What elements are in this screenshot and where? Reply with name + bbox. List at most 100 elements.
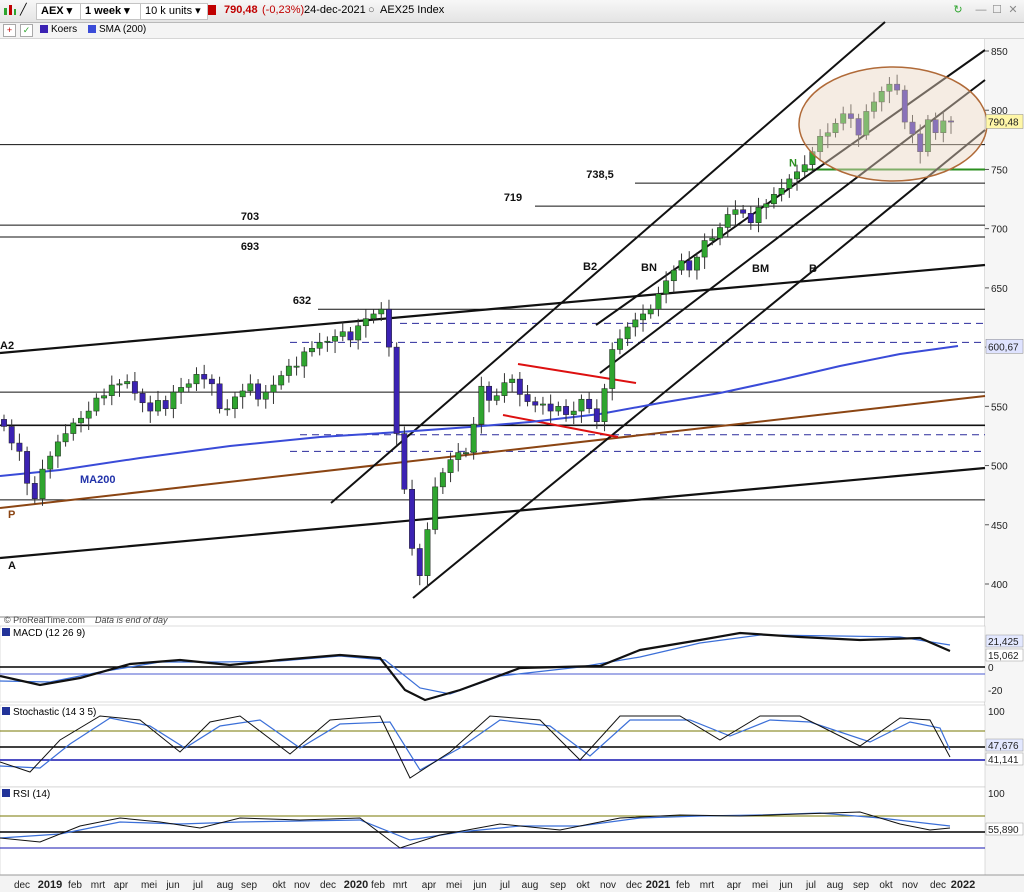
stochastic-panel-main-line [0,715,951,779]
candle-up [85,410,92,419]
stochastic-panel-signal-line [0,717,951,771]
candle-up [247,383,254,392]
candle-up [178,387,185,393]
candle-up [709,237,716,241]
y-tick-label: 850 [991,47,1008,58]
refresh-icon[interactable]: ↻ [953,4,963,16]
rsi-panel-bg [0,786,986,876]
candle-up [832,123,839,133]
rsi-tick-100: 100 [988,789,1005,800]
macd-value-2: 15,062 [988,651,1019,662]
x-tick-label: dec [626,880,642,891]
y-tick-label: 650 [991,284,1008,295]
neckline-label: N [789,157,797,169]
x-tick-label: mei [446,880,462,891]
candle-down [524,394,531,402]
candle-down [216,383,223,409]
candle-up [262,391,269,400]
copyright-text: © ProRealTime.com [4,615,85,625]
candle-up [824,132,831,137]
candle-up [324,340,331,343]
last-price-tag-bg [985,114,1024,129]
chart-type-icon[interactable] [3,3,17,18]
candle-up [732,209,739,215]
indicator-settings-icon[interactable]: ✓ [20,24,33,37]
x-tick-label: feb [676,880,690,891]
candle-down [409,488,416,549]
macd-tick-0: 0 [988,663,994,674]
candle-up [693,256,700,271]
add-indicator-icon[interactable]: + [3,24,16,37]
indicator-bar: + ✓ Koers SMA (200) [0,23,1024,39]
candle-down [31,483,38,499]
close-icon[interactable]: ✕ [1008,4,1018,16]
x-tick-label: aug [522,880,539,891]
level-label: 703 [241,211,259,223]
candle-up [232,396,238,409]
x-tick-label: nov [294,880,310,891]
candle-up [309,348,315,353]
candle-up [670,269,677,282]
minimize-icon[interactable]: — [975,4,987,16]
candle-down [386,308,392,348]
channel-b [412,129,986,599]
period-selector[interactable]: 1 week ▾ [80,3,144,20]
last-price: 790,48 [224,4,258,16]
legend-price[interactable]: Koers [38,24,79,36]
stochastic-panel-icon [2,707,10,715]
candle-up [616,338,623,350]
x-tick-label: jul [499,880,510,891]
price-change-icon [208,3,216,18]
candle-down [747,213,754,223]
maximize-icon[interactable]: ☐ [992,4,1002,16]
channel-bm [599,79,986,374]
candle-up [78,417,84,424]
candle-up [655,293,662,310]
candle-up [840,113,847,124]
stoch-tick-100: 100 [988,707,1005,718]
trend-label: B [809,263,817,275]
x-tick-label: apr [422,880,437,891]
candle-up [155,400,161,412]
candle-down [532,401,539,406]
x-tick-label: feb [371,880,385,891]
candle-up [478,385,485,425]
candle-up [455,452,462,460]
candle-up [578,398,585,412]
candle-up [39,468,46,499]
legend-sma[interactable]: SMA (200) [86,24,148,36]
units-selector[interactable]: 10 k units ▾ [140,3,208,20]
candle-up [193,374,200,385]
y-tick-label: 450 [991,521,1008,532]
last-price-tag: 790,48 [988,117,1019,128]
legend-price-label: Koers [51,24,78,35]
x-tick-label: okt [272,880,286,891]
candle-up [801,164,808,173]
x-tick-label: aug [217,880,234,891]
x-tick-label: jun [165,880,179,891]
candle-down [162,400,169,409]
macd-value-2-bg [985,648,1024,662]
candle-up [439,472,446,488]
macd-panel-main-line [0,631,951,702]
candle-up [70,422,77,434]
level-label: 632 [293,295,311,307]
legend-sma-label: SMA (200) [99,24,147,35]
candle-down [393,346,400,434]
symbol-label: AEX [41,5,64,17]
highlight-ellipse [798,66,988,182]
candle-up [601,388,608,422]
candle-up [170,391,177,409]
x-tick-label: 2021 [646,879,670,891]
x-tick-label: okt [576,880,590,891]
x-tick-label: aug [827,880,844,891]
candle-up [108,384,115,396]
x-tick-label: nov [600,880,616,891]
candle-up [886,83,893,92]
candle-up [647,308,654,315]
candle-up [724,214,731,228]
draw-line-icon[interactable]: ╱ [20,4,27,16]
x-tick-label: jun [778,880,792,891]
candle-down [401,433,408,490]
